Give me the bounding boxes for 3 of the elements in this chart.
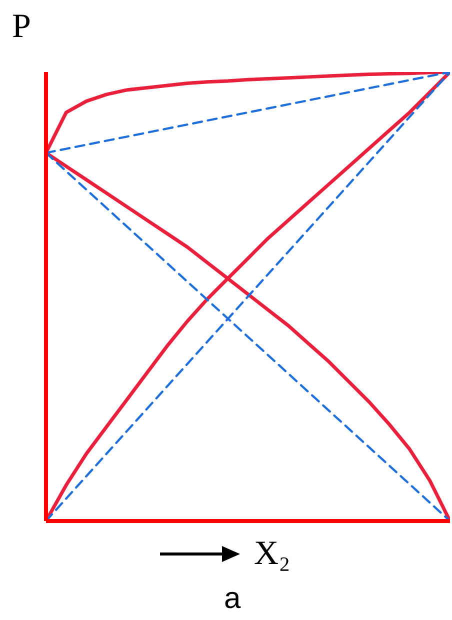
y-axis-title: P xyxy=(12,8,31,45)
text: a xyxy=(224,582,241,615)
x-axis-title: X₂ xyxy=(254,535,290,573)
